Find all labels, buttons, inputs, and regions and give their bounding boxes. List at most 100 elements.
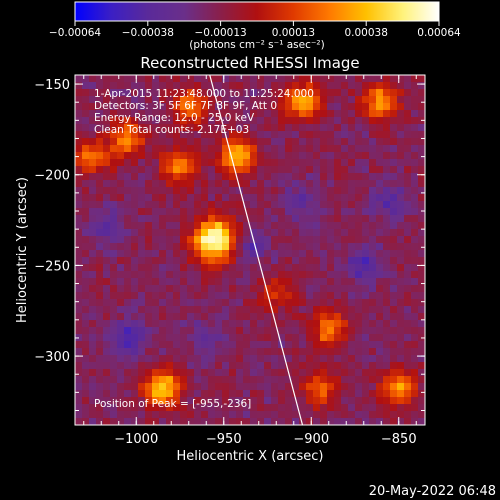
heatmap-cell bbox=[327, 383, 335, 391]
heatmap-cell bbox=[334, 257, 342, 265]
heatmap-cell bbox=[404, 355, 412, 363]
heatmap-cell bbox=[390, 96, 398, 104]
heatmap-cell bbox=[89, 404, 97, 412]
heatmap-cell bbox=[376, 397, 384, 405]
heatmap-cell bbox=[208, 362, 216, 370]
heatmap-cell bbox=[369, 348, 377, 356]
heatmap-cell bbox=[208, 397, 216, 405]
heatmap-cell bbox=[82, 187, 90, 195]
colorbar-tick-label: 0.00064 bbox=[417, 27, 461, 39]
heatmap-cell bbox=[187, 383, 195, 391]
heatmap-cell bbox=[89, 124, 97, 132]
heatmap-cell bbox=[250, 306, 258, 314]
heatmap-cell bbox=[236, 411, 244, 419]
heatmap-cell bbox=[383, 404, 391, 412]
heatmap-cell bbox=[187, 103, 195, 111]
heatmap-cell bbox=[75, 82, 83, 90]
heatmap-cell bbox=[369, 166, 377, 174]
heatmap-cell bbox=[138, 145, 146, 153]
heatmap-cell bbox=[348, 243, 356, 251]
heatmap-cell bbox=[110, 145, 118, 153]
heatmap-cell bbox=[383, 138, 391, 146]
heatmap-cell bbox=[292, 124, 300, 132]
heatmap-cell bbox=[208, 117, 216, 125]
heatmap-cell bbox=[306, 362, 314, 370]
heatmap-cell bbox=[110, 187, 118, 195]
heatmap-cell bbox=[75, 145, 83, 153]
heatmap-cell bbox=[103, 208, 111, 216]
heatmap-cell bbox=[138, 376, 146, 384]
heatmap-cell bbox=[152, 215, 160, 223]
heatmap-cell bbox=[110, 292, 118, 300]
heatmap-cell bbox=[159, 292, 167, 300]
heatmap-cell bbox=[194, 201, 202, 209]
heatmap-cell bbox=[215, 75, 223, 83]
heatmap-cell bbox=[82, 397, 90, 405]
heatmap-cell bbox=[152, 138, 160, 146]
heatmap-cell bbox=[159, 173, 167, 181]
heatmap-cell bbox=[222, 306, 230, 314]
heatmap-cell bbox=[341, 348, 349, 356]
heatmap-cell bbox=[131, 418, 139, 425]
heatmap-cell bbox=[229, 187, 237, 195]
heatmap-cell bbox=[369, 313, 377, 321]
heatmap-cell bbox=[418, 369, 425, 377]
heatmap-cell bbox=[299, 376, 307, 384]
heatmap-cell bbox=[82, 173, 90, 181]
heatmap-cell bbox=[159, 397, 167, 405]
heatmap-cell bbox=[89, 418, 97, 425]
heatmap-cell bbox=[138, 418, 146, 425]
heatmap-cell bbox=[138, 264, 146, 272]
heatmap-cell bbox=[327, 222, 335, 230]
heatmap-cell bbox=[110, 103, 118, 111]
heatmap-cell bbox=[180, 376, 188, 384]
heatmap-cell bbox=[334, 348, 342, 356]
heatmap-cell bbox=[264, 348, 272, 356]
heatmap-cell bbox=[313, 75, 321, 83]
heatmap-cell bbox=[334, 397, 342, 405]
heatmap-cell bbox=[313, 201, 321, 209]
heatmap-cell bbox=[180, 138, 188, 146]
heatmap-cell bbox=[166, 208, 174, 216]
colorbar-tick-label: −0.00013 bbox=[194, 27, 246, 39]
heatmap-cell bbox=[362, 187, 370, 195]
heatmap-cell bbox=[166, 411, 174, 419]
heatmap-cell bbox=[145, 278, 153, 286]
heatmap-cell bbox=[75, 215, 83, 223]
heatmap-cell bbox=[117, 201, 125, 209]
heatmap-cell bbox=[278, 152, 286, 160]
heatmap-cell bbox=[334, 362, 342, 370]
heatmap-cell bbox=[348, 264, 356, 272]
heatmap-cell bbox=[75, 348, 83, 356]
heatmap-cell bbox=[348, 152, 356, 160]
heatmap-cell bbox=[89, 159, 97, 167]
heatmap-cell bbox=[278, 131, 286, 139]
heatmap-cell bbox=[306, 292, 314, 300]
heatmap-cell bbox=[250, 264, 258, 272]
heatmap-cell bbox=[271, 117, 279, 125]
heatmap-cell bbox=[131, 334, 139, 342]
heatmap-cell bbox=[180, 334, 188, 342]
heatmap-cell bbox=[341, 376, 349, 384]
heatmap-cell bbox=[166, 334, 174, 342]
heatmap-cell bbox=[418, 348, 425, 356]
heatmap-cell bbox=[285, 243, 293, 251]
heatmap-cell bbox=[138, 103, 146, 111]
heatmap-cell bbox=[306, 194, 314, 202]
heatmap-cell bbox=[264, 250, 272, 258]
heatmap-cell bbox=[145, 236, 153, 244]
heatmap-cell bbox=[236, 194, 244, 202]
heatmap-cell bbox=[131, 369, 139, 377]
heatmap-cell bbox=[278, 89, 286, 97]
heatmap-cell bbox=[285, 201, 293, 209]
heatmap-cell bbox=[355, 124, 363, 132]
heatmap-cell bbox=[82, 313, 90, 321]
heatmap-cell bbox=[131, 138, 139, 146]
heatmap-cell bbox=[278, 271, 286, 279]
heatmap-cell bbox=[418, 222, 425, 230]
heatmap-cell bbox=[152, 187, 160, 195]
heatmap-cell bbox=[187, 131, 195, 139]
heatmap-cell bbox=[173, 313, 181, 321]
heatmap-cell bbox=[145, 376, 153, 384]
heatmap-cell bbox=[292, 89, 300, 97]
